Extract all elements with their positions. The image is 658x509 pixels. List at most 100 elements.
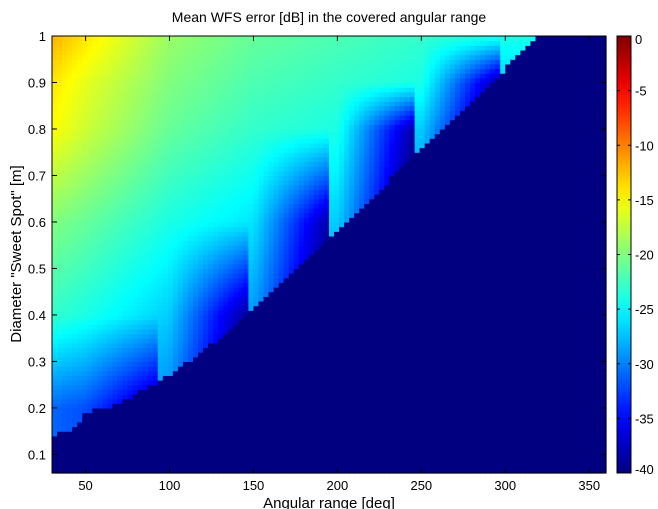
heatmap-cell — [218, 357, 224, 362]
heatmap-cell — [309, 148, 315, 153]
heatmap-cell — [218, 394, 224, 399]
heatmap-cell — [178, 357, 184, 362]
heatmap-cell — [228, 231, 234, 236]
heatmap-cell — [208, 124, 214, 129]
heatmap-cell — [319, 427, 325, 432]
heatmap-cell — [279, 366, 285, 371]
heatmap-cell — [57, 134, 63, 139]
heatmap-cell — [97, 408, 103, 413]
heatmap-cell — [258, 394, 264, 399]
heatmap-cell — [52, 106, 58, 111]
heatmap-cell — [158, 148, 164, 153]
heatmap-cell — [248, 241, 254, 246]
heatmap-cell — [143, 301, 149, 306]
heatmap-cell — [153, 236, 159, 241]
heatmap-cell — [274, 185, 280, 190]
heatmap-cell — [213, 366, 219, 371]
heatmap-cell — [107, 431, 113, 436]
heatmap-cell — [102, 115, 108, 120]
heatmap-cell — [228, 69, 234, 74]
heatmap-cell — [57, 152, 63, 157]
heatmap-cell — [238, 278, 244, 283]
heatmap-cell — [82, 120, 88, 125]
heatmap-cell — [117, 454, 123, 459]
heatmap-cell — [138, 292, 144, 297]
heatmap-cell — [128, 166, 134, 171]
heatmap-cell — [138, 450, 144, 455]
heatmap-cell — [163, 175, 169, 180]
heatmap-cell — [123, 115, 129, 120]
heatmap-cell — [304, 59, 310, 64]
heatmap-cell — [148, 138, 154, 143]
heatmap-cell — [218, 59, 224, 64]
heatmap-cell — [173, 403, 179, 408]
heatmap-cell — [213, 413, 219, 418]
heatmap-cell — [309, 413, 315, 418]
heatmap-cell — [178, 143, 184, 148]
heatmap-cell — [289, 422, 295, 427]
heatmap-cell — [173, 152, 179, 157]
heatmap-cell — [57, 199, 63, 204]
heatmap-cell — [248, 166, 254, 171]
heatmap-cell — [57, 185, 63, 190]
heatmap-cell — [218, 96, 224, 101]
heatmap-cell — [143, 352, 149, 357]
heatmap-cell — [153, 380, 159, 385]
heatmap-cell — [148, 385, 154, 390]
heatmap-cell — [274, 73, 280, 78]
heatmap-cell — [193, 366, 199, 371]
heatmap-cell — [178, 287, 184, 292]
heatmap-cell — [57, 464, 63, 469]
heatmap-cell — [289, 464, 295, 469]
heatmap-cell — [148, 292, 154, 297]
heatmap-cell — [97, 59, 103, 64]
heatmap-cell — [314, 450, 320, 455]
heatmap-cell — [274, 273, 280, 278]
heatmap-cell — [82, 106, 88, 111]
heatmap-cell — [269, 324, 275, 329]
heatmap-cell — [218, 45, 224, 50]
heatmap-cell — [314, 375, 320, 380]
heatmap-cell — [163, 250, 169, 255]
heatmap-cell — [82, 459, 88, 464]
heatmap-cell — [243, 259, 249, 264]
heatmap-cell — [143, 250, 149, 255]
heatmap-cell — [309, 366, 315, 371]
heatmap-cell — [87, 361, 93, 366]
heatmap-cell — [228, 361, 234, 366]
heatmap-cell — [133, 459, 139, 464]
heatmap-cell — [258, 69, 264, 74]
heatmap-cell — [77, 45, 83, 50]
heatmap-cell — [67, 324, 73, 329]
heatmap-cell — [208, 245, 214, 250]
heatmap-cell — [82, 334, 88, 339]
heatmap-cell — [304, 208, 310, 213]
heatmap-cell — [67, 306, 73, 311]
heatmap-cell — [309, 394, 315, 399]
heatmap-cell — [128, 152, 134, 157]
heatmap-cell — [62, 152, 68, 157]
heatmap-cell — [158, 157, 164, 162]
heatmap-cell — [133, 440, 139, 445]
heatmap-cell — [188, 334, 194, 339]
heatmap-cell — [92, 454, 98, 459]
heatmap-cell — [203, 152, 209, 157]
heatmap-cell — [238, 129, 244, 134]
heatmap-cell — [62, 413, 68, 418]
heatmap-cell — [264, 213, 270, 218]
heatmap-cell — [304, 324, 310, 329]
heatmap-cell — [243, 171, 249, 176]
heatmap-cell — [274, 250, 280, 255]
heatmap-cell — [158, 166, 164, 171]
heatmap-cell — [57, 255, 63, 260]
heatmap-cell — [168, 78, 174, 83]
heatmap-cell — [112, 250, 118, 255]
heatmap-cell — [148, 320, 154, 325]
heatmap-cell — [92, 301, 98, 306]
heatmap-cell — [148, 175, 154, 180]
heatmap-cell — [97, 431, 103, 436]
heatmap-cell — [77, 324, 83, 329]
heatmap-cell — [107, 306, 113, 311]
heatmap-cell — [183, 166, 189, 171]
heatmap-cell — [238, 55, 244, 60]
